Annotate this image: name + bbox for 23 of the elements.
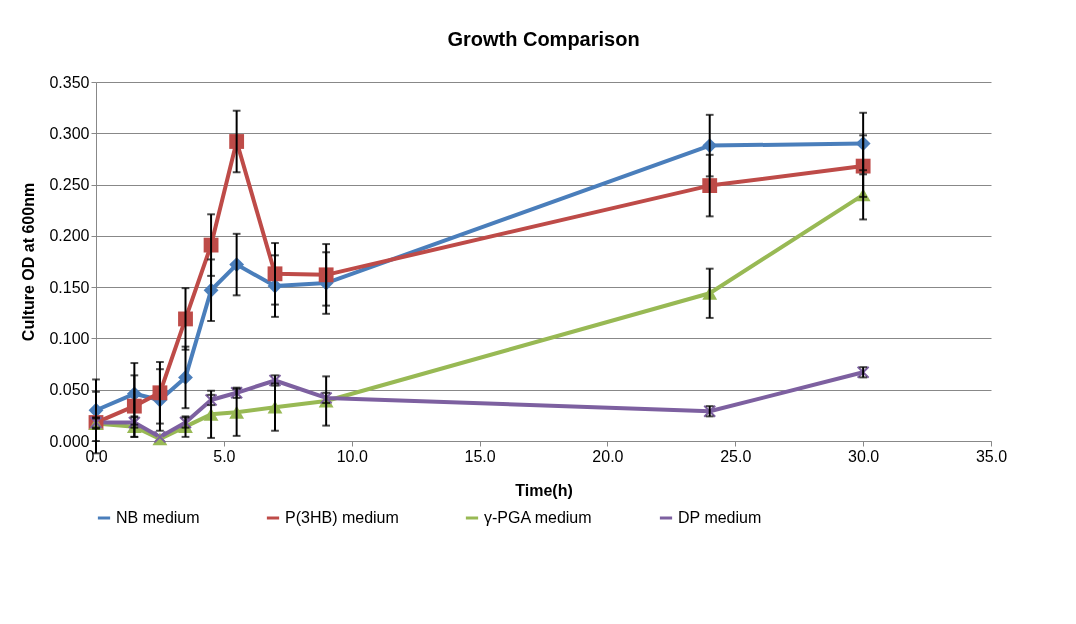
legend-label: γ-PGA medium xyxy=(484,509,592,526)
y-axis-title: Culture OD at 600nm xyxy=(20,182,38,342)
legend-label: NB medium xyxy=(116,509,200,526)
x-tick-label: 5.0 xyxy=(213,447,236,465)
chart-title: Growth Comparison xyxy=(447,28,640,50)
x-tick-label: 25.0 xyxy=(720,447,752,465)
x-axis-title: Time(h) xyxy=(515,481,573,499)
y-tick-label: 0.050 xyxy=(49,381,90,399)
x-tick-label: 15.0 xyxy=(464,447,496,465)
x-tick-label: 30.0 xyxy=(848,447,880,465)
y-tick-label: 0.200 xyxy=(49,227,90,245)
y-tick-label: 0.000 xyxy=(49,432,90,450)
y-tick-label: 0.250 xyxy=(49,176,90,194)
x-tick-label: 0.0 xyxy=(85,447,108,465)
legend-label: DP medium xyxy=(678,509,762,526)
y-tick-label: 0.150 xyxy=(49,278,90,296)
x-tick-label: 10.0 xyxy=(336,447,368,465)
y-tick-label: 0.100 xyxy=(49,329,90,347)
legend-label: P(3HB) medium xyxy=(285,509,399,526)
x-tick-label: 20.0 xyxy=(592,447,624,465)
y-tick-label: 0.350 xyxy=(49,73,90,91)
x-tick-label: 35.0 xyxy=(975,447,1008,465)
y-tick-label: 0.300 xyxy=(49,124,90,142)
